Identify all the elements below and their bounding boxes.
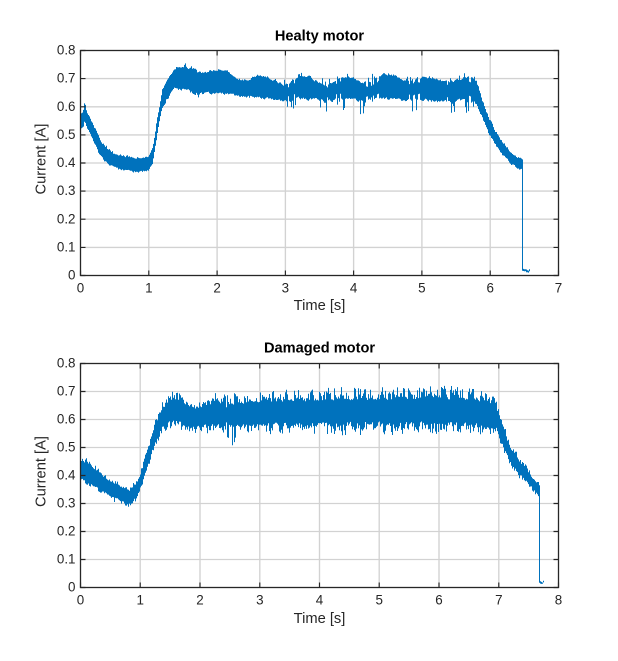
svg-text:0: 0 — [68, 268, 75, 283]
svg-text:5: 5 — [375, 593, 382, 608]
svg-text:0.2: 0.2 — [57, 524, 76, 539]
svg-text:Healty motor: Healty motor — [275, 29, 365, 45]
svg-text:0.8: 0.8 — [57, 43, 76, 58]
svg-text:0: 0 — [77, 281, 84, 296]
svg-text:2: 2 — [196, 593, 203, 608]
svg-text:6: 6 — [486, 281, 493, 296]
svg-text:4: 4 — [350, 281, 358, 296]
svg-text:1: 1 — [145, 281, 152, 296]
svg-text:0.2: 0.2 — [57, 211, 76, 226]
svg-text:Time [s]: Time [s] — [294, 298, 346, 314]
svg-text:4: 4 — [316, 593, 324, 608]
svg-text:0: 0 — [77, 593, 84, 608]
svg-text:0.5: 0.5 — [57, 440, 76, 455]
svg-text:1: 1 — [136, 593, 143, 608]
svg-text:0: 0 — [68, 580, 75, 595]
svg-text:0.1: 0.1 — [57, 240, 76, 255]
svg-text:0.1: 0.1 — [57, 552, 76, 567]
svg-text:0.6: 0.6 — [57, 99, 76, 114]
svg-text:3: 3 — [256, 593, 263, 608]
svg-text:0.3: 0.3 — [57, 183, 76, 198]
svg-text:Current [A]: Current [A] — [34, 123, 50, 194]
svg-text:0.5: 0.5 — [57, 127, 76, 142]
svg-text:0.3: 0.3 — [57, 496, 76, 511]
svg-text:Time [s]: Time [s] — [294, 611, 346, 627]
svg-text:0.7: 0.7 — [57, 384, 76, 399]
svg-text:7: 7 — [555, 281, 562, 296]
svg-text:0.7: 0.7 — [57, 71, 76, 86]
svg-text:6: 6 — [435, 593, 442, 608]
svg-text:2: 2 — [213, 281, 220, 296]
svg-text:0.4: 0.4 — [57, 468, 76, 483]
svg-text:8: 8 — [555, 593, 562, 608]
svg-text:Damaged motor: Damaged motor — [264, 341, 375, 357]
svg-text:0.8: 0.8 — [57, 356, 76, 371]
svg-text:Current [A]: Current [A] — [34, 436, 50, 507]
svg-text:7: 7 — [495, 593, 502, 608]
svg-text:3: 3 — [282, 281, 289, 296]
svg-text:0.4: 0.4 — [57, 155, 76, 170]
svg-text:0.6: 0.6 — [57, 412, 76, 427]
svg-text:5: 5 — [418, 281, 425, 296]
